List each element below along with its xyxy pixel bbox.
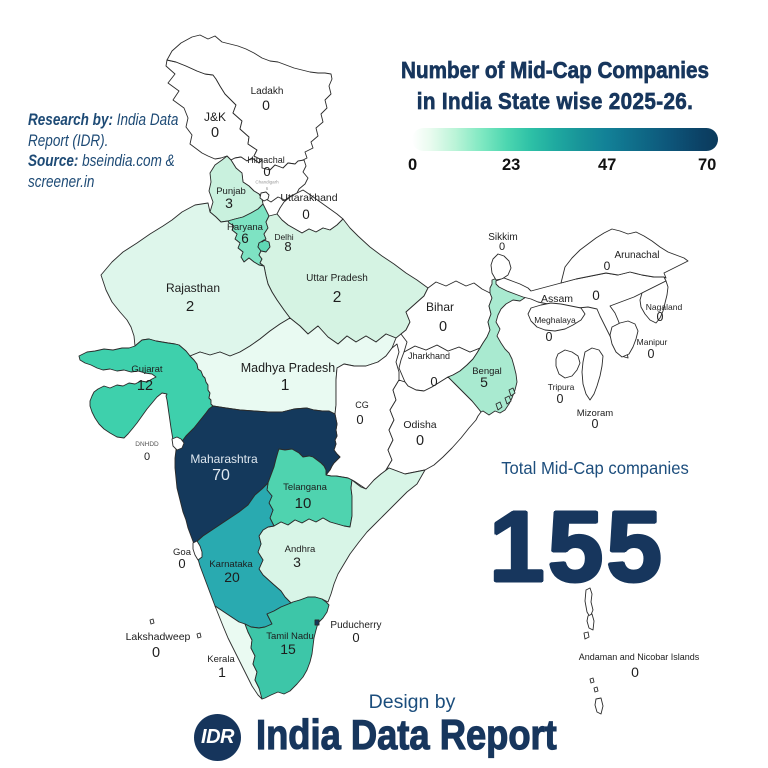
svg-text:Andaman and Nicobar Islands: Andaman and Nicobar Islands xyxy=(579,652,700,662)
svg-text:15: 15 xyxy=(280,641,296,657)
svg-text:0: 0 xyxy=(499,241,505,253)
svg-text:8: 8 xyxy=(284,239,291,254)
svg-text:Uttar Pradesh: Uttar Pradesh xyxy=(306,273,368,284)
svg-text:0: 0 xyxy=(352,630,359,645)
svg-text:0: 0 xyxy=(657,310,664,324)
svg-text:Manipur: Manipur xyxy=(637,337,668,347)
svg-text:J&K: J&K xyxy=(204,110,226,124)
svg-text:Rajasthan: Rajasthan xyxy=(166,281,220,295)
svg-text:0: 0 xyxy=(356,412,363,427)
svg-text:Bengal: Bengal xyxy=(472,366,502,377)
svg-text:Arunachal: Arunachal xyxy=(614,250,659,261)
svg-text:1: 1 xyxy=(281,377,290,394)
svg-text:0: 0 xyxy=(416,433,424,449)
svg-text:Jharkhand: Jharkhand xyxy=(408,351,450,361)
svg-text:0: 0 xyxy=(211,125,219,141)
svg-text:Bihar: Bihar xyxy=(426,300,454,314)
svg-text:0: 0 xyxy=(302,207,310,222)
svg-text:1: 1 xyxy=(218,664,226,680)
svg-text:Gujarat: Gujarat xyxy=(131,364,163,375)
svg-text:0: 0 xyxy=(144,451,150,463)
svg-text:0: 0 xyxy=(631,664,639,680)
svg-text:0: 0 xyxy=(178,556,185,571)
svg-text:Chandigarh: Chandigarh xyxy=(255,180,279,185)
svg-text:Odisha: Odisha xyxy=(403,419,436,431)
svg-text:Assam: Assam xyxy=(541,293,573,305)
svg-text:Karnataka: Karnataka xyxy=(209,559,253,570)
svg-text:0: 0 xyxy=(546,330,553,344)
svg-text:DNHDD: DNHDD xyxy=(135,441,159,448)
svg-text:0: 0 xyxy=(263,164,270,179)
svg-text:3: 3 xyxy=(225,195,233,211)
svg-text:0: 0 xyxy=(439,319,447,335)
svg-text:6: 6 xyxy=(241,231,249,246)
svg-text:Himachal: Himachal xyxy=(247,155,285,165)
svg-text:Delhi: Delhi xyxy=(274,232,293,242)
svg-text:Kerala: Kerala xyxy=(207,654,235,665)
svg-text:20: 20 xyxy=(224,569,240,585)
svg-text:CG: CG xyxy=(355,400,369,410)
svg-text:5: 5 xyxy=(480,374,488,390)
svg-text:Meghalaya: Meghalaya xyxy=(534,315,576,325)
svg-text:Mizoram: Mizoram xyxy=(577,408,614,419)
svg-text:12: 12 xyxy=(137,378,153,394)
svg-text:Nagaland: Nagaland xyxy=(646,302,683,312)
svg-text:Ladakh: Ladakh xyxy=(251,86,284,97)
svg-text:Lakshadweep: Lakshadweep xyxy=(126,631,191,643)
svg-text:Telangana: Telangana xyxy=(283,482,328,493)
svg-text:0: 0 xyxy=(592,417,599,431)
svg-text:Punjab: Punjab xyxy=(216,186,246,197)
svg-text:0: 0 xyxy=(152,645,160,661)
svg-text:Uttarakhand: Uttarakhand xyxy=(280,192,337,204)
svg-text:3: 3 xyxy=(293,554,301,570)
svg-text:Goa: Goa xyxy=(173,547,192,558)
svg-text:0: 0 xyxy=(557,392,564,406)
svg-text:2: 2 xyxy=(333,289,342,306)
svg-text:0: 0 xyxy=(262,97,270,113)
svg-text:Tripura: Tripura xyxy=(548,382,575,392)
svg-text:Madhya Pradesh: Madhya Pradesh xyxy=(241,361,336,375)
svg-text:6: 6 xyxy=(266,186,269,191)
svg-text:Maharashtra: Maharashtra xyxy=(190,452,258,466)
svg-text:0: 0 xyxy=(648,347,655,361)
svg-text:10: 10 xyxy=(295,495,312,512)
svg-text:Andhra: Andhra xyxy=(285,544,316,555)
svg-text:0: 0 xyxy=(604,259,611,273)
svg-text:70: 70 xyxy=(212,467,230,484)
svg-text:0: 0 xyxy=(430,374,437,389)
svg-text:0: 0 xyxy=(592,288,600,303)
svg-text:Sikkim: Sikkim xyxy=(488,232,517,243)
svg-text:Puducherry: Puducherry xyxy=(330,620,381,631)
svg-text:Tamil Nadu: Tamil Nadu xyxy=(266,631,314,642)
svg-text:2: 2 xyxy=(186,298,194,315)
svg-text:Haryana: Haryana xyxy=(227,222,264,233)
